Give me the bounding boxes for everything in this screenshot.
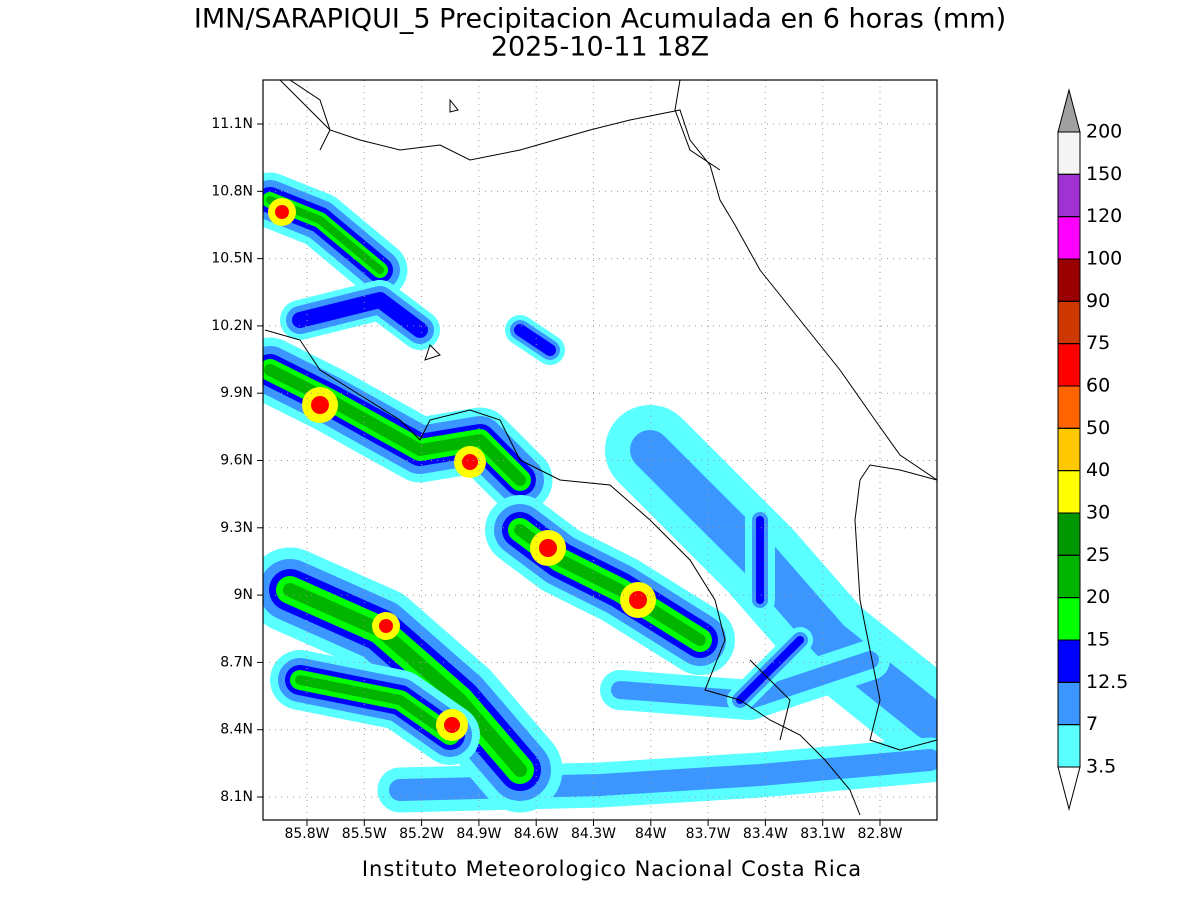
precip-band <box>736 636 804 704</box>
colorbar-box <box>1057 639 1081 683</box>
lat-label: 8.4N <box>220 722 253 738</box>
borders <box>264 80 937 816</box>
title-line: IMN/SARAPIQUI_5 Precipitacion Acumulada … <box>194 4 1006 35</box>
colorbar-over <box>1057 88 1081 133</box>
colorbar-box <box>1057 681 1081 726</box>
map-frame <box>262 79 938 821</box>
colorbar-label: 120 <box>1086 205 1122 227</box>
grid: 11.1N 10.8N 10.5N 10.2N 9.9N 9.6N 9.3N 9N 8.7N 8.… <box>211 80 937 842</box>
precip-field <box>263 172 937 813</box>
colorbar-label: 7 <box>1086 713 1098 735</box>
precip-band <box>514 324 556 356</box>
colorbar-label: 12.5 <box>1086 671 1128 693</box>
precip-core <box>311 396 329 414</box>
lon-label: 84.6W <box>514 826 559 842</box>
lat-label: 9.9N <box>220 385 253 401</box>
colorbar-box <box>1057 724 1081 768</box>
lon-label: 84.3W <box>571 826 616 842</box>
lat-label: 8.7N <box>220 654 253 670</box>
colorbar-label: 25 <box>1086 544 1110 566</box>
precip-band <box>264 364 526 486</box>
title-line: 2025-10-11 18Z <box>491 32 709 63</box>
colorbar-label: 3.5 <box>1086 756 1116 778</box>
colorbar-label: 30 <box>1086 502 1110 524</box>
colorbar-label: 20 <box>1086 586 1110 608</box>
colorbar-label: 200 <box>1086 121 1122 143</box>
colorbar-box <box>1057 216 1081 260</box>
precip-core <box>539 539 557 557</box>
lat-label: 10.5N <box>211 251 253 267</box>
colorbar-label: 150 <box>1086 163 1122 185</box>
colorbar-box <box>1057 258 1081 302</box>
lat-label: 11.1N <box>211 116 253 132</box>
footer: Instituto Meteorologico Nacional Costa R… <box>362 857 862 881</box>
lat-label: 10.8N <box>211 183 253 199</box>
colorbar-box <box>1057 343 1081 387</box>
colorbar-label: 75 <box>1086 332 1110 354</box>
lon-label: 83.7W <box>686 826 731 842</box>
colorbar-label: 60 <box>1086 375 1110 397</box>
colorbar-box <box>1057 385 1081 429</box>
lon-label: 85.8W <box>284 826 329 842</box>
lat-label: 9.3N <box>220 520 253 536</box>
lat-label: 8.1N <box>220 789 253 805</box>
colorbar-box <box>1057 300 1081 345</box>
lon-label: 85.5W <box>342 826 387 842</box>
colorbar-label: 15 <box>1086 629 1110 651</box>
lat-label: 10.2N <box>211 318 253 334</box>
colorbar-box <box>1057 427 1081 472</box>
lon-label: 82.8W <box>857 826 902 842</box>
precip-core <box>629 591 647 609</box>
precip-band <box>283 583 527 777</box>
colorbar-label: 100 <box>1086 248 1122 270</box>
colorbar-label: 40 <box>1086 459 1110 481</box>
colorbar-box <box>1057 597 1081 641</box>
precip-band <box>295 675 455 740</box>
lat-label: 9N <box>234 587 253 603</box>
lon-label: 84.9W <box>456 826 501 842</box>
colorbar-under <box>1057 766 1081 811</box>
precip-core <box>275 205 289 219</box>
lat-label: 9.6N <box>220 453 253 469</box>
precip-core <box>444 717 460 733</box>
colorbar: 200 150 120 100 90 75 60 50 40 30 25 20 15 12.5 7 3.5 <box>1057 88 1128 811</box>
colorbar-label: 90 <box>1086 290 1110 312</box>
colorbar-box <box>1057 173 1081 218</box>
lon-label: 84W <box>635 826 667 842</box>
colorbar-box <box>1057 512 1081 556</box>
precip-core <box>379 619 393 633</box>
colorbar-label: 50 <box>1086 417 1110 439</box>
lon-label: 83.1W <box>800 826 845 842</box>
colorbar-box <box>1057 554 1081 599</box>
precip-band <box>292 292 428 338</box>
colorbar-box <box>1057 470 1081 514</box>
lon-label: 83.4W <box>743 826 788 842</box>
precip-core <box>462 454 478 470</box>
lon-label: 85.2W <box>399 826 444 842</box>
colorbar-box <box>1057 131 1081 175</box>
